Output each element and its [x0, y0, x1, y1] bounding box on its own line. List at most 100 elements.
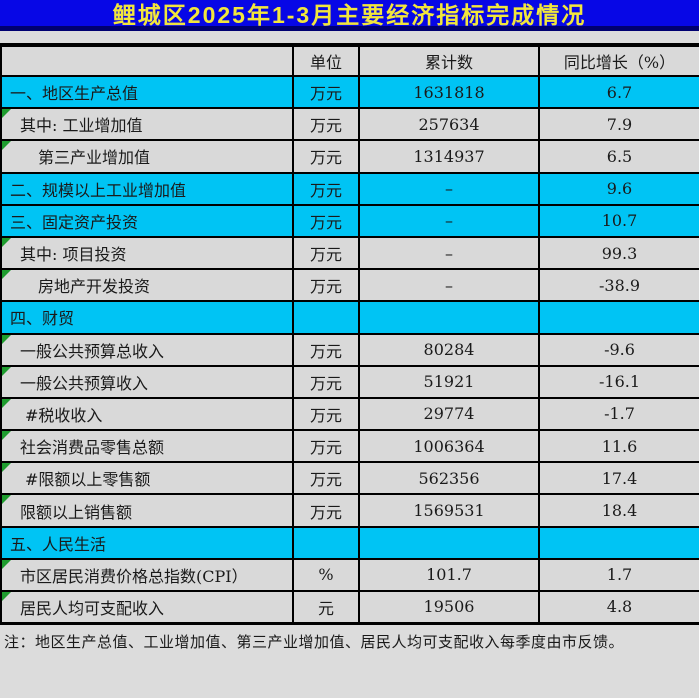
growth-cell: 9.6 — [538, 171, 699, 206]
unit-cell: % — [292, 557, 360, 593]
table-row-2: 第三产业增加值 万元 1314937 6.5 — [0, 139, 699, 174]
green-corner-marker-icon — [3, 238, 11, 247]
unit-cell: 万元 — [292, 235, 360, 271]
title-table-gap — [0, 31, 699, 43]
unit-cell: 万元 — [292, 139, 360, 174]
green-corner-marker-icon — [3, 464, 11, 473]
indicator-label: 其中: 工业增加值 — [20, 116, 143, 136]
growth-cell: 6.7 — [538, 74, 699, 110]
green-corner-marker-icon — [3, 271, 11, 280]
table-row-0: 一、地区生产总值 万元 1631818 6.7 — [0, 74, 699, 110]
growth-cell: 17.4 — [538, 461, 699, 496]
indicators-table: 单位 累计数 同比增长（%） 一、地区生产总值 万元 1631818 6.7 其… — [0, 43, 699, 625]
green-corner-marker-icon — [3, 432, 11, 441]
indicator-cell: 限额以上销售额 — [0, 493, 294, 528]
table-row-3: 二、规模以上工业增加值 万元 – 9.6 — [0, 171, 699, 206]
growth-cell: -38.9 — [538, 268, 699, 303]
cumulative-cell: – — [358, 203, 540, 238]
cumulative-cell: 1006364 — [358, 429, 540, 464]
cumulative-cell — [358, 525, 540, 560]
growth-cell: 6.5 — [538, 139, 699, 174]
growth-cell — [538, 300, 699, 335]
column-header-cumulative: 累计数 — [358, 44, 540, 77]
indicator-cell: 一般公共预算收入 — [0, 364, 294, 399]
indicator-label: 四、财贸 — [10, 309, 75, 329]
indicator-label: 限额以上销售额 — [20, 502, 133, 522]
green-corner-marker-icon — [3, 399, 11, 408]
table-row-5: 其中: 项目投资 万元 – 99.3 — [0, 235, 699, 271]
indicator-cell: #限额以上零售额 — [0, 461, 294, 496]
table-body: 一、地区生产总值 万元 1631818 6.7 其中: 工业增加值 万元 257… — [0, 74, 699, 625]
indicator-label: #税收收入 — [25, 405, 103, 425]
unit-cell: 万元 — [292, 107, 360, 142]
green-corner-marker-icon — [3, 593, 11, 601]
green-corner-marker-icon — [3, 335, 11, 344]
table-header: 单位 累计数 同比增长（%） — [0, 44, 699, 77]
indicator-label: 居民人均可支配收入 — [20, 598, 165, 618]
cumulative-cell: 1569531 — [358, 493, 540, 528]
table-row-11: 社会消费品零售总额 万元 1006364 11.6 — [0, 429, 699, 464]
unit-cell: 万元 — [292, 74, 360, 110]
growth-cell: -9.6 — [538, 332, 699, 367]
table-row-1: 其中: 工业增加值 万元 257634 7.9 — [0, 107, 699, 142]
cumulative-cell: 19506 — [358, 589, 540, 625]
unit-cell: 万元 — [292, 332, 360, 367]
cumulative-cell: 562356 — [358, 461, 540, 496]
unit-cell: 万元 — [292, 493, 360, 528]
indicator-cell: 一、地区生产总值 — [0, 74, 294, 110]
indicator-label: #限额以上零售额 — [25, 470, 151, 490]
green-corner-marker-icon — [3, 496, 11, 505]
growth-cell: 4.8 — [538, 589, 699, 625]
growth-cell: -1.7 — [538, 396, 699, 432]
indicator-cell: 其中: 工业增加值 — [0, 107, 294, 142]
indicator-cell: 市区居民消费价格总指数(CPI） — [0, 557, 294, 593]
indicator-label: 市区居民消费价格总指数(CPI） — [20, 566, 248, 586]
table-row-7: 四、财贸 — [0, 300, 699, 335]
report-title-bar: 鲤城区2025年1-3月主要经济指标完成情况 — [0, 0, 699, 31]
green-corner-marker-icon — [3, 110, 11, 119]
header-row: 单位 累计数 同比增长（%） — [0, 44, 699, 77]
growth-cell: 11.6 — [538, 429, 699, 464]
cumulative-cell: – — [358, 268, 540, 303]
indicator-label: 第三产业增加值 — [38, 148, 151, 168]
column-header-indicator — [0, 44, 294, 77]
cumulative-cell: – — [358, 171, 540, 206]
footnote: 注：地区生产总值、工业增加值、第三产业增加值、居民人均可支配收入每季度由市反馈。 — [4, 632, 625, 651]
column-header-growth: 同比增长（%） — [538, 44, 699, 77]
report-title: 鲤城区2025年1-3月主要经济指标完成情况 — [112, 2, 587, 28]
unit-cell: 万元 — [292, 268, 360, 303]
table-row-15: 市区居民消费价格总指数(CPI） % 101.7 1.7 — [0, 557, 699, 593]
cumulative-cell: 1631818 — [358, 74, 540, 110]
growth-cell: 7.9 — [538, 107, 699, 142]
growth-cell: -16.1 — [538, 364, 699, 399]
green-corner-marker-icon — [3, 142, 11, 151]
indicator-label: 二、规模以上工业增加值 — [10, 180, 187, 200]
table-row-13: 限额以上销售额 万元 1569531 18.4 — [0, 493, 699, 528]
indicator-cell: 房地产开发投资 — [0, 268, 294, 303]
indicator-label: 房地产开发投资 — [38, 277, 151, 297]
unit-cell: 万元 — [292, 429, 360, 464]
indicator-label: 一、地区生产总值 — [10, 84, 139, 104]
indicator-label: 一般公共预算收入 — [20, 373, 149, 393]
cumulative-cell: – — [358, 235, 540, 271]
unit-cell: 万元 — [292, 171, 360, 206]
growth-cell: 10.7 — [538, 203, 699, 238]
table-row-9: 一般公共预算收入 万元 51921 -16.1 — [0, 364, 699, 399]
unit-cell: 万元 — [292, 364, 360, 399]
indicator-cell: 居民人均可支配收入 — [0, 589, 294, 625]
table-row-14: 五、人民生活 — [0, 525, 699, 560]
table-row-10: #税收收入 万元 29774 -1.7 — [0, 396, 699, 432]
indicator-label: 一般公共预算总收入 — [20, 341, 165, 361]
unit-cell — [292, 525, 360, 560]
table-row-16: 居民人均可支配收入 元 19506 4.8 — [0, 589, 699, 625]
indicator-cell: 一般公共预算总收入 — [0, 332, 294, 367]
table-row-8: 一般公共预算总收入 万元 80284 -9.6 — [0, 332, 699, 367]
green-corner-marker-icon — [3, 367, 11, 376]
table-row-4: 三、固定资产投资 万元 – 10.7 — [0, 203, 699, 238]
indicator-cell: 五、人民生活 — [0, 525, 294, 560]
growth-cell: 18.4 — [538, 493, 699, 528]
cumulative-cell: 51921 — [358, 364, 540, 399]
indicator-cell: 社会消费品零售总额 — [0, 429, 294, 464]
indicator-cell: 二、规模以上工业增加值 — [0, 171, 294, 206]
